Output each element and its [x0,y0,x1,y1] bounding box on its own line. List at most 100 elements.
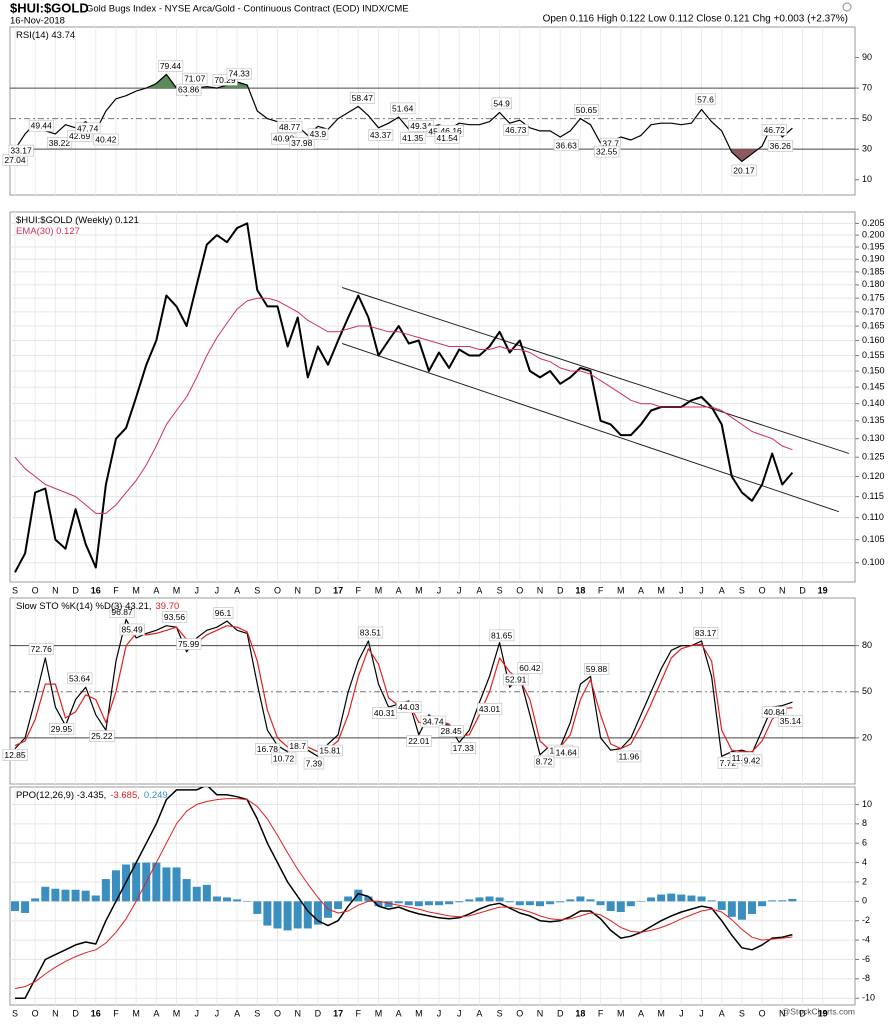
histogram-bar [162,867,171,902]
annotation-label: 51.64 [392,103,414,113]
legend-entry: $HUI:$GOLD (Weekly) 0.121 [16,215,139,226]
x-tick-label: 19 [818,585,828,595]
x-tick-label: S [254,585,260,595]
series-line [15,787,793,999]
annotation-label: 14.64 [556,747,578,757]
annotation-label: 46.73 [505,125,527,135]
x-tick-label: J [194,1008,199,1018]
annotation-box [67,672,93,685]
y-tick-label: 0.145 [862,381,885,391]
x-tick-label: A [476,585,482,595]
annotation-box [731,164,757,177]
annotation: 34.74 [420,715,446,728]
histogram-bar [182,879,191,902]
quote: Open 0.116 High 0.122 Low 0.112 Close 0.… [543,14,848,25]
annotation: 38.22 [46,137,73,149]
histogram-bar [435,901,444,906]
histogram-bar [202,884,211,902]
annotation-label: 47.74 [77,123,99,133]
histogram-bar [677,894,686,902]
y-tick-label: 0.170 [862,306,885,316]
histogram-bar [424,901,433,906]
annotation-box [158,60,184,72]
annotation-label: 36.63 [556,140,578,150]
y-tick-label: 0.105 [862,534,885,544]
histogram-bar [31,898,40,902]
histogram-bar [758,901,767,907]
annotation: 43.37 [368,129,394,141]
y-tick-label: 0.120 [862,471,885,481]
annotation-label: 34.74 [422,716,444,726]
legend: EMA(30) 0.127 [16,226,80,237]
annotation-label: 96.87 [111,607,133,617]
annotation-box [212,74,238,86]
annotation-label: 54.9 [493,98,510,108]
annotation-label: 70.29 [214,75,236,85]
description: Gold Bugs Index - NYSE Arca/Gold - Conti… [86,4,409,15]
histogram-bar [495,897,504,902]
annotation-label: 83.51 [360,628,382,638]
y-tick-label: 4 [862,857,867,867]
annotation-label: 79.44 [160,61,182,71]
x-tick-label: 17 [333,585,343,595]
x-tick-label: 16 [91,1008,101,1018]
annotation: 75.99 [176,638,202,650]
x-tick-label: F [356,1008,362,1018]
annotation: 32.55 [594,145,620,158]
x-tick-label: M [173,585,181,595]
x-tick-label: M [657,585,665,595]
y-tick-label: -6 [862,954,870,964]
annotation: 47.74 [75,122,101,135]
histogram-bar [263,901,272,926]
annotation-label: 42.69 [69,131,91,141]
annotation-box [212,607,234,619]
x-tick-label: A [719,585,725,595]
annotation-label: 52.91 [505,675,527,685]
annotation: 8.72 [533,755,555,768]
annotation-box [390,102,416,115]
y-tick-label: 0.135 [862,415,885,425]
annotation-box [767,140,793,152]
annotation-label: 71.07 [184,74,206,84]
x-tick-label: D [315,585,322,595]
annotation-label: 25.22 [91,731,113,741]
annotation-label: 75.99 [178,639,200,649]
annotation-label: 58.47 [352,93,374,103]
x-tick-label: S [12,1008,18,1018]
annotation: 14.64 [553,746,579,759]
histogram-bar [354,889,363,902]
histogram-bar [687,895,696,902]
y-tick-label: 8 [862,818,867,828]
histogram-bar [536,901,544,907]
histogram-bar [647,897,656,902]
annotation-box [553,139,579,152]
histogram-bar [283,901,292,931]
annotation-box [89,730,115,742]
x-tick-label: 18 [575,1008,585,1018]
series-line [14,297,793,514]
annotation-box [489,629,515,642]
date: 16-Nov-2018 [10,16,65,27]
annotation-label: 44.03 [398,702,420,712]
x-tick-label: S [497,585,503,595]
annotation-label: 85.49 [121,624,143,634]
y-tick-label: -10 [862,993,875,1003]
annotation: 9.42 [741,754,763,767]
histogram-bar [566,899,575,902]
y-tick-label: 0.130 [862,433,885,443]
annotation-label: 12.85 [4,750,26,760]
x-tick-label: O [759,585,766,595]
x-tick-label: 16 [91,585,101,595]
annotation-box [307,128,329,141]
histogram-bar [485,896,494,902]
annotation-box [2,749,28,761]
histogram-bar [737,901,746,920]
annotation: 52.91 [503,673,529,686]
x-tick-label: O [759,1008,766,1018]
y-tick-label: 0.150 [862,365,885,375]
histogram-bar [546,901,555,905]
x-tick-label: O [516,1008,523,1018]
histogram-bar [748,901,757,914]
